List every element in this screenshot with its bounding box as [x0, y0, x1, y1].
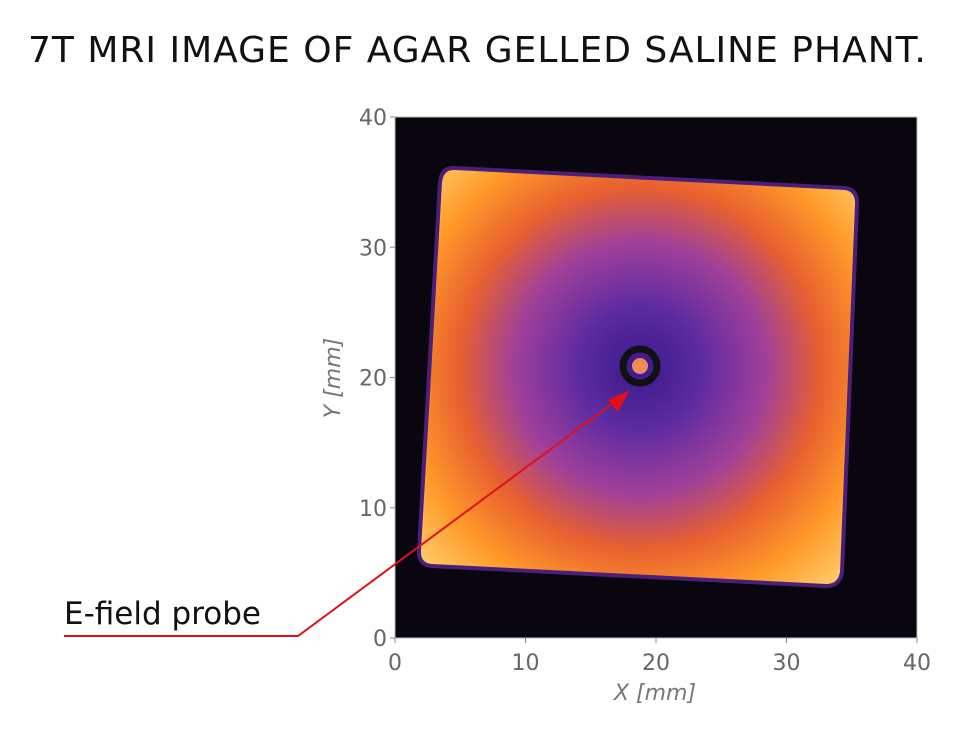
annotation: E-field probe — [64, 596, 261, 632]
y-tick-label: 10 — [359, 497, 387, 522]
y-tick-label: 30 — [359, 236, 387, 261]
y-tick-label: 40 — [359, 106, 387, 131]
y-axis-label: Y [mm] — [321, 338, 346, 418]
phantom — [416, 165, 860, 589]
x-axis-label: X [mm] — [613, 681, 696, 706]
x-tick-label: 20 — [642, 651, 670, 676]
axes: 0 10 20 30 40 0 10 20 30 40 — [359, 106, 931, 676]
x-tick-label: 30 — [773, 651, 801, 676]
title: 7T MRI IMAGE OF AGAR GELLED SALINE PHANT… — [28, 30, 927, 71]
mri-image — [395, 117, 917, 638]
annotation-line — [64, 391, 629, 637]
probe-ring — [619, 345, 661, 387]
y-tick-label: 0 — [373, 627, 387, 652]
x-tick-label: 10 — [512, 651, 540, 676]
x-tick-label: 0 — [388, 651, 402, 676]
x-tick-label: 40 — [903, 651, 931, 676]
probe-core — [632, 358, 648, 374]
y-tick-label: 20 — [359, 367, 387, 392]
annotation-arrow — [608, 390, 630, 412]
